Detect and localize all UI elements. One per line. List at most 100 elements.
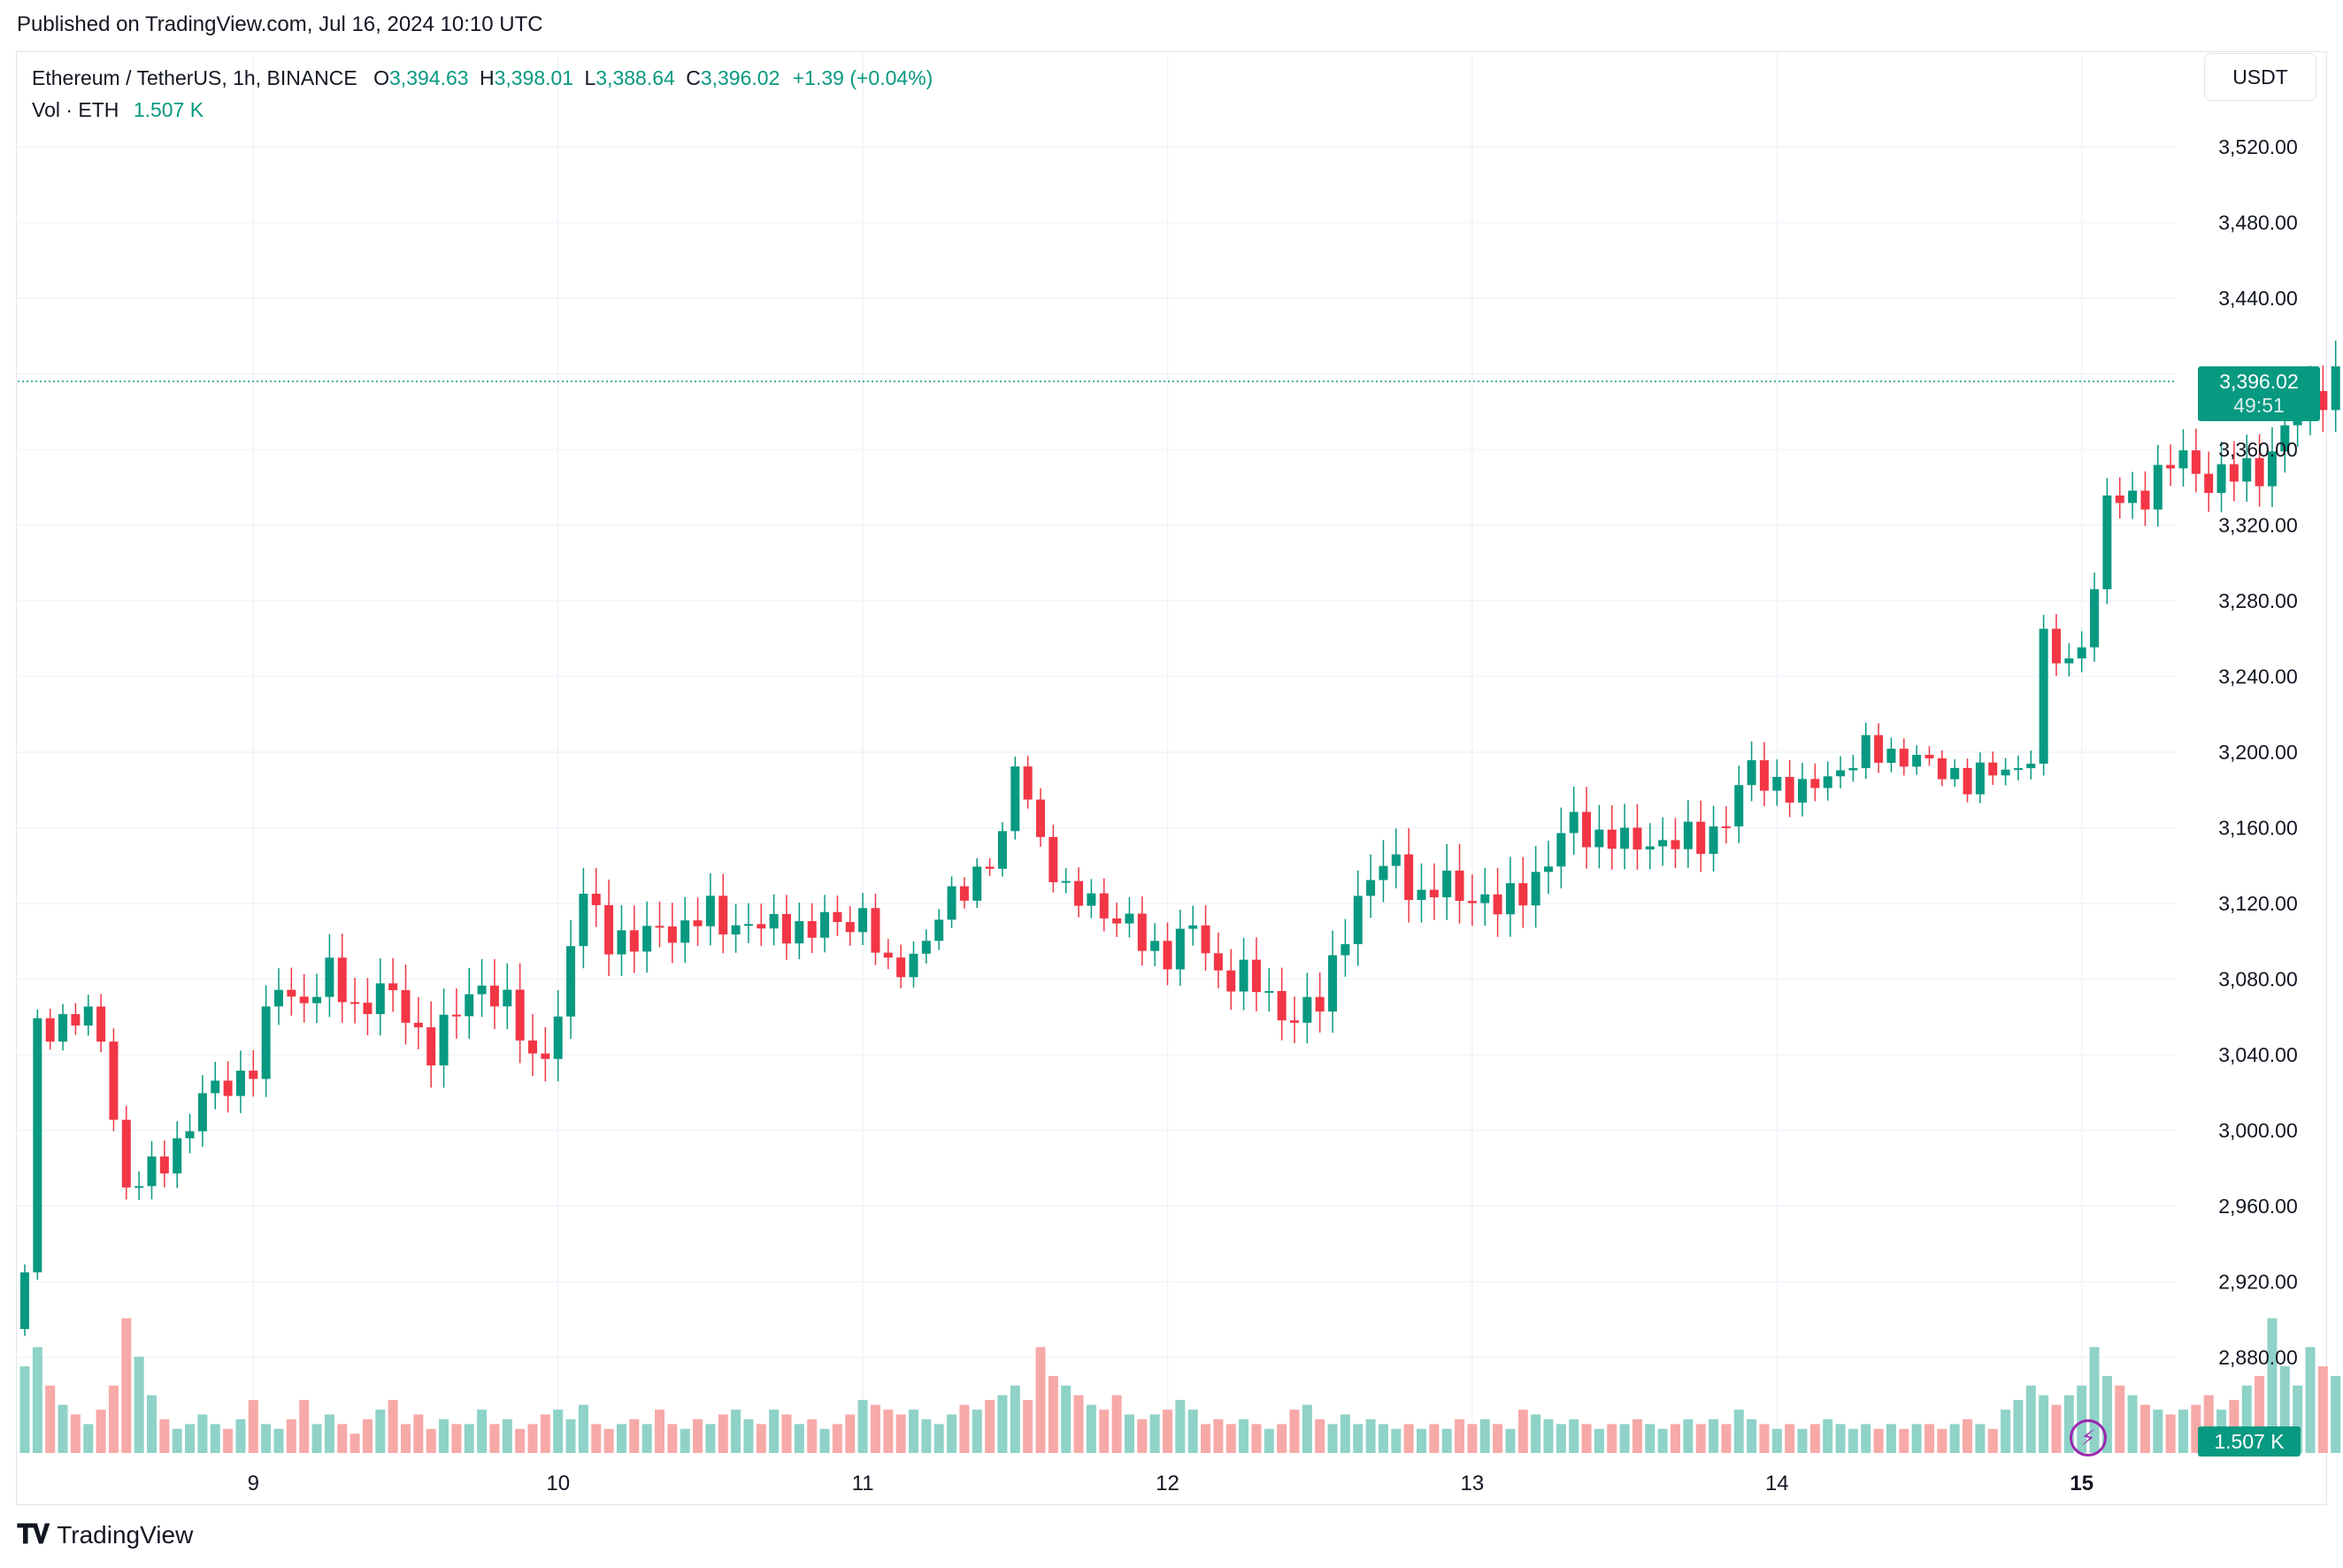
candle-body — [972, 866, 982, 901]
candle-body — [705, 895, 715, 926]
volume-label[interactable]: Vol · ETH — [32, 98, 119, 121]
candle-body — [2052, 628, 2061, 664]
volume-bar — [515, 1428, 526, 1453]
volume-bar — [1365, 1418, 1376, 1453]
volume-bar — [1264, 1428, 1274, 1453]
candle-body — [489, 985, 499, 1007]
candle-body — [1087, 893, 1096, 906]
candle-body — [1785, 776, 1794, 803]
volume-bar — [1225, 1424, 1236, 1453]
volume-bar — [1061, 1385, 1072, 1453]
candle-body — [1924, 755, 1934, 759]
volume-bar — [248, 1400, 258, 1453]
volume-bar — [134, 1357, 144, 1453]
candle-body — [2026, 764, 2036, 769]
candle-body — [1341, 943, 1350, 956]
volume-bar — [299, 1400, 310, 1453]
volume-bar — [1441, 1428, 1452, 1453]
candle-body — [604, 904, 614, 955]
price-tick-label: 3,320.00 — [2218, 514, 2298, 537]
volume-bar — [603, 1428, 614, 1453]
volume-bar — [985, 1400, 995, 1453]
volume-bar — [1149, 1414, 1160, 1453]
volume-bar — [70, 1414, 81, 1453]
candle-body — [451, 1014, 461, 1017]
candle-body — [1251, 959, 1261, 993]
volume-bar — [2139, 1404, 2150, 1453]
volume-bar — [2267, 1318, 2278, 1453]
volume-bar — [807, 1418, 818, 1453]
candle-body — [197, 1093, 207, 1132]
candle-body — [2153, 465, 2162, 510]
candle-body — [1632, 827, 1642, 850]
volume-bar — [1479, 1418, 1490, 1453]
volume-bar — [2115, 1385, 2125, 1453]
candle-body — [2216, 464, 2226, 494]
candle-body — [465, 994, 474, 1017]
volume-bar — [1607, 1424, 1617, 1453]
footer-branding[interactable]: 𝐓𝐕 TradingView — [17, 1520, 193, 1550]
volume-bar — [1785, 1424, 1795, 1453]
candle-body — [1328, 955, 1338, 1012]
price-axis[interactable]: 2,880.00 2,920.00 2,960.00 3,000.00 3,040.00… — [2218, 135, 2298, 1369]
volume-bar — [375, 1410, 386, 1453]
candle-body — [2191, 450, 2201, 474]
currency-selector[interactable]: USDT — [2204, 53, 2316, 101]
volume-bar — [235, 1418, 246, 1453]
candle-body — [1912, 755, 1922, 767]
volume-bar — [464, 1424, 474, 1453]
last-price-tag: 3,396.02 49:51 — [2198, 366, 2320, 421]
candle-body — [413, 1022, 423, 1027]
price-tick-label: 3,160.00 — [2218, 817, 2298, 840]
candle-body — [121, 1119, 131, 1188]
volume-bar — [108, 1385, 119, 1453]
volume-bar — [972, 1410, 982, 1453]
symbol-title[interactable]: Ethereum / TetherUS, 1h, BINANCE — [32, 66, 357, 89]
change-value: +1.39 (+0.04%) — [792, 66, 933, 89]
volume-bar — [1251, 1424, 1262, 1453]
candle-body — [1455, 870, 1464, 902]
volume-bar — [2178, 1410, 2188, 1453]
candle-body — [1975, 762, 1985, 795]
candle-body — [1074, 880, 1084, 906]
candle-body — [1709, 826, 1718, 854]
candle-body — [388, 983, 398, 990]
volume-bar — [1848, 1428, 1858, 1453]
candle-body — [1772, 776, 1782, 791]
volume-bar — [959, 1404, 970, 1453]
candle-body — [2077, 647, 2086, 659]
candle-body — [1861, 734, 1871, 769]
candle-body — [20, 1272, 29, 1329]
candle-body — [1112, 918, 1122, 924]
high-value: 3,398.01 — [494, 66, 574, 89]
candle-body — [312, 996, 322, 1003]
candle-body — [1607, 829, 1617, 849]
volume-bar — [1695, 1424, 1706, 1453]
price-tick-label: 3,240.00 — [2218, 665, 2298, 688]
volume-bar — [883, 1410, 894, 1453]
candle-body — [2331, 365, 2340, 411]
volume-bar — [553, 1410, 564, 1453]
candle-body — [934, 919, 944, 942]
lightning-bolt-icon[interactable]: ⚡ — [2070, 1419, 2107, 1457]
candle-body — [2178, 450, 2188, 469]
time-axis[interactable]: 91011121314151618:00 — [248, 1472, 2343, 1495]
candle-body — [1099, 893, 1109, 919]
candle-body — [541, 1053, 550, 1059]
candle-body — [871, 908, 880, 953]
candle-body — [1531, 872, 1540, 906]
volume-bar — [223, 1428, 234, 1453]
price-series — [20, 340, 2340, 1336]
volume-bar — [172, 1428, 182, 1453]
volume-bar — [2203, 1395, 2214, 1453]
candle-body — [959, 886, 969, 901]
legend-volume-row: Vol · ETH 1.507 K — [32, 94, 933, 126]
volume-bar — [2153, 1410, 2163, 1453]
candle-body — [680, 920, 690, 943]
candle-body — [211, 1080, 220, 1094]
candle-body — [1010, 766, 1020, 832]
volume-bar — [1289, 1410, 1300, 1453]
candle-body — [363, 1003, 373, 1015]
candle-body — [1379, 865, 1388, 880]
